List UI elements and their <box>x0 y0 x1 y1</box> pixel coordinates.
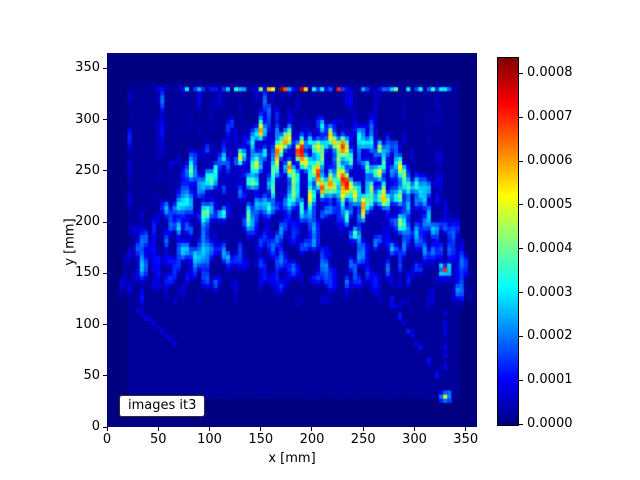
colorbar-tick-mark <box>519 248 523 250</box>
colorbar-tick-mark <box>519 204 523 206</box>
x-tick-label: 150 <box>248 432 274 447</box>
x-tick-label: 200 <box>299 432 325 447</box>
colorbar-tick-mark <box>519 116 523 118</box>
y-tick-mark <box>103 272 107 274</box>
colorbar-tick-mark <box>519 292 523 293</box>
colorbar-tick-label: 0.0001 <box>527 372 573 388</box>
legend-label: images it3 <box>128 398 197 413</box>
colorbar-tick-label: 0.0002 <box>527 328 573 344</box>
x-tick-mark <box>157 427 159 431</box>
y-axis-label: y [mm] <box>62 218 78 266</box>
y-tick-mark <box>103 67 107 69</box>
x-tick-label: 250 <box>350 432 376 447</box>
y-tick-label: 200 <box>75 214 100 230</box>
colorbar-canvas <box>498 58 518 425</box>
colorbar-tick-mark <box>519 379 523 381</box>
y-tick-mark <box>103 119 107 121</box>
x-tick-mark <box>311 427 313 431</box>
x-tick-label: 0 <box>102 432 112 447</box>
x-tick-mark <box>413 427 415 431</box>
colorbar-tick-label: 0.0003 <box>527 284 573 300</box>
colorbar-tick-label: 0.0000 <box>527 416 573 431</box>
y-tick-label: 0 <box>91 419 100 434</box>
y-tick-mark <box>103 221 107 223</box>
x-tick-label: 300 <box>402 432 427 447</box>
y-tick-mark <box>103 426 107 428</box>
y-tick-mark <box>103 375 107 377</box>
colorbar-tick-label: 0.0004 <box>527 240 573 256</box>
colorbar-tick-mark <box>519 160 523 162</box>
y-tick-mark <box>103 324 107 326</box>
colorbar-tick-mark <box>519 335 523 337</box>
colorbar-tick-label: 0.0005 <box>527 196 573 212</box>
y-tick-label: 100 <box>75 316 100 332</box>
x-tick-label: 100 <box>197 432 222 447</box>
y-tick-label: 50 <box>83 367 100 383</box>
x-tick-mark <box>260 427 262 431</box>
colorbar-tick-label: 0.0007 <box>527 109 573 125</box>
colorbar-tick-label: 0.0006 <box>527 153 573 168</box>
plot-area <box>107 53 477 427</box>
x-axis-label: x [mm] <box>268 451 316 466</box>
colorbar-tick-mark <box>519 423 523 425</box>
x-tick-label: 50 <box>149 432 167 447</box>
y-tick-label: 300 <box>75 111 100 127</box>
colorbar-tick-label: 0.0008 <box>527 65 573 81</box>
x-tick-label: 350 <box>453 432 479 447</box>
x-tick-mark <box>208 427 210 431</box>
x-tick-mark <box>362 427 364 431</box>
y-tick-label: 350 <box>75 60 100 76</box>
legend-box: images it3 <box>119 395 206 417</box>
colorbar-tick-mark <box>519 72 523 74</box>
y-tick-label: 250 <box>75 162 100 178</box>
y-tick-mark <box>103 170 107 172</box>
x-tick-mark <box>465 427 467 431</box>
y-tick-label: 150 <box>75 265 100 281</box>
colorbar <box>497 57 519 426</box>
heatmap-canvas <box>107 53 477 427</box>
x-tick-mark <box>106 427 108 431</box>
